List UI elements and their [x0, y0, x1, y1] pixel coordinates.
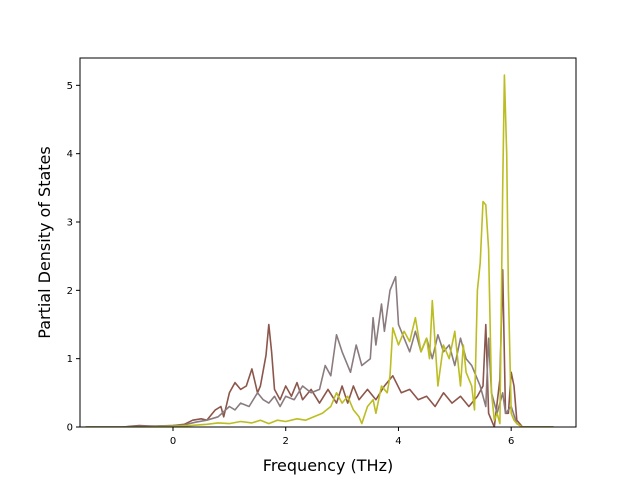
- y-tick-label: 0: [67, 423, 73, 434]
- series-line-1: [85, 268, 554, 427]
- y-tick-label: 4: [67, 149, 73, 160]
- x-tick-label: 2: [283, 436, 289, 447]
- x-tick-label: 6: [508, 436, 514, 447]
- y-tick-label: 1: [67, 354, 73, 365]
- x-tick-label: 0: [170, 436, 176, 447]
- plot-frame: [79, 57, 577, 428]
- series-lines: [85, 74, 554, 427]
- y-tick-label: 3: [67, 218, 73, 229]
- series-line-2: [85, 275, 554, 427]
- x-axis-label: Frequency (THz): [263, 456, 393, 475]
- series-line-3: [85, 74, 554, 427]
- y-axis-label: Partial Density of States: [35, 146, 54, 338]
- y-tick-label: 5: [67, 81, 73, 92]
- x-tick-label: 4: [395, 436, 401, 447]
- y-tick-label: 2: [67, 286, 73, 297]
- axis-ticks: 0 2 4 6 0 1 2 3 4 5: [67, 81, 515, 447]
